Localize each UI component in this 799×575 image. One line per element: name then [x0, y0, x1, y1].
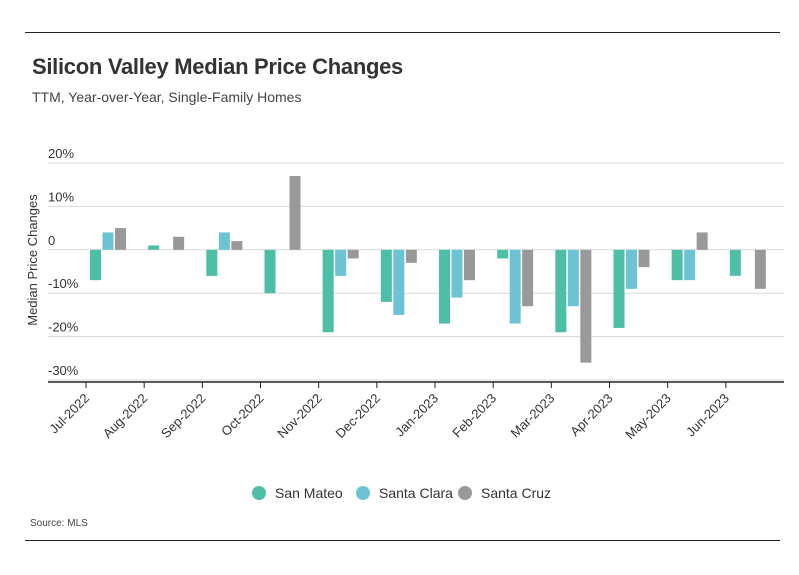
legend-marker-san-mateo — [252, 486, 266, 500]
bar-santa-cruz-jul-2022 — [115, 228, 126, 250]
y-tick-label: 0 — [48, 233, 55, 248]
bar-san-mateo-jul-2022 — [90, 249, 101, 281]
top-rule — [25, 32, 780, 33]
x-tick-label: Jul-2022 — [46, 391, 92, 437]
bar-santa-clara-nov-2022 — [335, 249, 347, 276]
bar-santa-cruz-sep-2022 — [231, 241, 243, 250]
bar-santa-cruz-nov-2022 — [347, 249, 359, 259]
x-tick-label: Dec-2022 — [332, 391, 382, 441]
bar-san-mateo-apr-2023 — [613, 249, 625, 328]
bar-santa-clara-mar-2023 — [567, 249, 579, 307]
bar-san-mateo-jun-2023 — [729, 249, 741, 276]
y-tick-label: -10% — [48, 276, 79, 291]
y-tick-label: -30% — [48, 363, 79, 378]
legend: San Mateo Santa Clara Santa Cruz — [252, 485, 551, 501]
bar-santa-clara-feb-2023 — [509, 249, 521, 324]
bar-santa-cruz-feb-2023 — [522, 249, 534, 307]
bar-san-mateo-feb-2023 — [497, 249, 509, 259]
bar-san-mateo-oct-2022 — [264, 249, 276, 294]
bar-santa-cruz-oct-2022 — [289, 176, 301, 250]
x-tick-label: Jun-2023 — [683, 391, 732, 440]
bar-san-mateo-dec-2022 — [380, 249, 392, 302]
bar-san-mateo-aug-2022 — [148, 245, 160, 250]
bar-santa-clara-dec-2022 — [393, 249, 405, 315]
y-tick-label: -20% — [48, 320, 79, 335]
bar-san-mateo-sep-2022 — [206, 249, 218, 276]
bar-san-mateo-may-2023 — [671, 249, 683, 281]
y-tick-label: 20% — [48, 146, 74, 161]
y-tick-label: 10% — [48, 189, 74, 204]
x-tick-label: Nov-2022 — [274, 391, 324, 441]
x-tick-label: Sep-2022 — [158, 391, 208, 441]
x-tick-label: Mar-2023 — [508, 391, 558, 441]
legend-marker-santa-cruz — [458, 486, 472, 500]
bar-santa-cruz-may-2023 — [696, 232, 708, 250]
legend-marker-santa-clara — [356, 486, 370, 500]
gridlines — [48, 162, 784, 381]
x-tick-label: Oct-2022 — [218, 391, 266, 439]
bar-santa-clara-may-2023 — [684, 249, 696, 281]
x-tick-label: Aug-2022 — [100, 391, 150, 441]
chart-title: Silicon Valley Median Price Changes — [32, 54, 403, 79]
bar-santa-cruz-dec-2022 — [405, 249, 417, 263]
bar-san-mateo-mar-2023 — [555, 249, 567, 333]
chart-subtitle: TTM, Year-over-Year, Single-Family Homes — [32, 89, 302, 105]
x-tick-label: Apr-2023 — [567, 391, 615, 439]
legend-label-santa-clara: Santa Clara — [379, 485, 453, 501]
bottom-rule — [25, 540, 780, 541]
bar-san-mateo-nov-2022 — [322, 249, 334, 333]
x-tick-label: Jan-2023 — [392, 391, 441, 440]
bars — [90, 176, 766, 363]
x-tick-label: May-2023 — [622, 391, 673, 442]
bar-santa-clara-apr-2023 — [626, 249, 637, 289]
bar-santa-cruz-jan-2023 — [464, 249, 475, 281]
x-tick-label: Feb-2023 — [449, 391, 499, 441]
legend-label-san-mateo: San Mateo — [275, 485, 343, 501]
bar-santa-clara-jan-2023 — [451, 249, 463, 298]
legend-label-santa-cruz: Santa Cruz — [481, 485, 551, 501]
bar-santa-cruz-jun-2023 — [754, 249, 766, 289]
bar-santa-cruz-mar-2023 — [580, 249, 592, 363]
source-note: Source: MLS — [30, 518, 88, 529]
bar-santa-clara-sep-2022 — [218, 232, 230, 250]
bar-san-mateo-jan-2023 — [439, 249, 450, 324]
bar-santa-clara-jul-2022 — [102, 232, 114, 250]
axes: 20% 10% 0 -10% -20% -30% Median Price Changes J… — [25, 146, 784, 442]
y-axis-label: Median Price Changes — [25, 194, 40, 326]
bar-santa-cruz-aug-2022 — [173, 236, 185, 250]
bar-santa-cruz-apr-2023 — [638, 249, 650, 268]
